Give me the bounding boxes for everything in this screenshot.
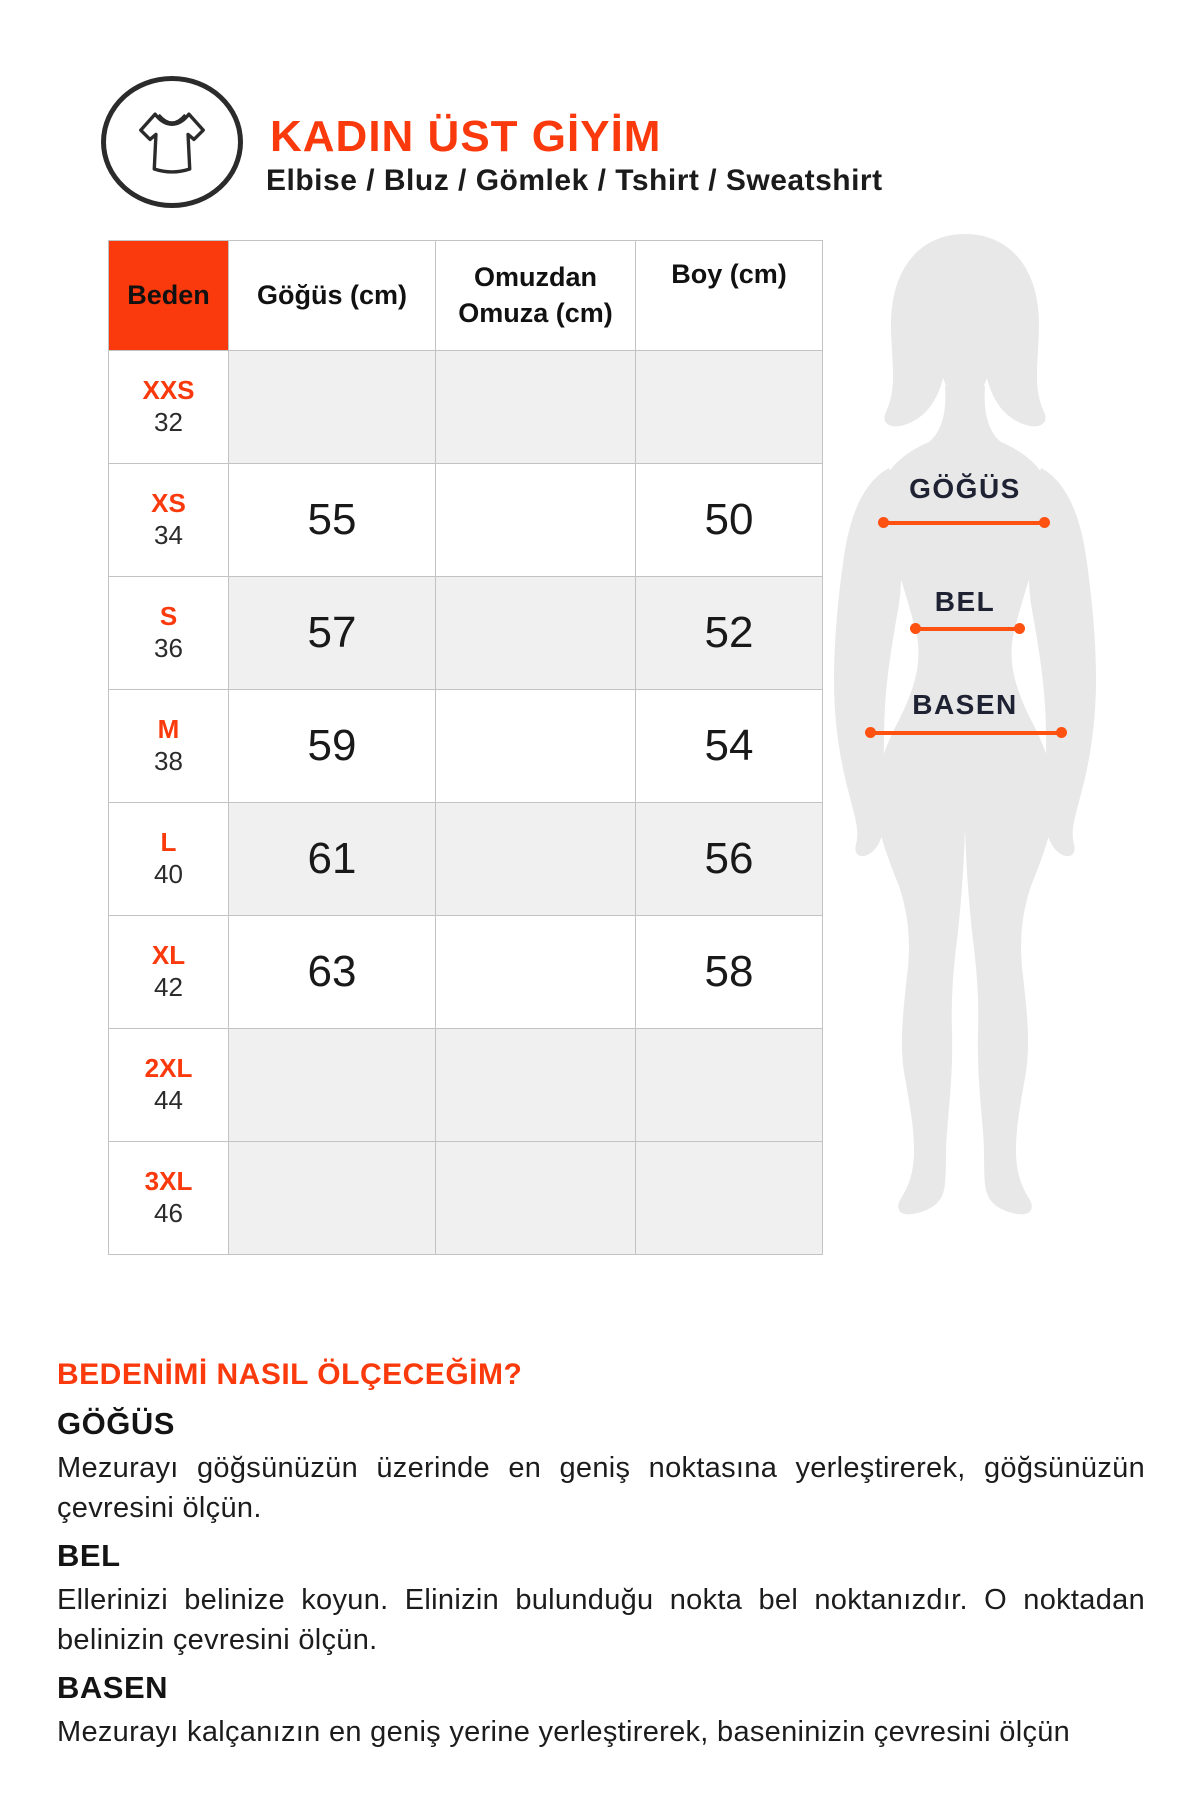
gogus-cell: 55 xyxy=(228,463,436,577)
omuz-cell xyxy=(435,802,636,916)
line-dot xyxy=(865,727,876,738)
column-header-omuz-line1: Omuzdan xyxy=(473,262,597,293)
line-dot xyxy=(1039,517,1050,528)
omuz-cell xyxy=(435,1141,636,1255)
gogus-cell: 61 xyxy=(228,802,436,916)
page-subtitle: Elbise / Bluz / Gömlek / Tshirt / Sweats… xyxy=(266,164,883,197)
size-cell: 3XL 46 xyxy=(108,1141,229,1255)
waist-measure-label: BEL xyxy=(934,586,996,617)
page-title: KADIN ÜST GİYİM xyxy=(270,112,662,161)
instruction-text-bel: Ellerinizi belinize koyun. Elinizin bulu… xyxy=(57,1584,1145,1657)
table-row-2xl: 2XL 44 xyxy=(108,1028,823,1142)
boy-cell: 50 xyxy=(635,463,823,577)
size-cell: XL 42 xyxy=(108,915,229,1029)
size-cell: S 36 xyxy=(108,576,229,690)
size-cell: L 40 xyxy=(108,802,229,916)
column-header-boy: Boy (cm) xyxy=(635,240,823,351)
table-row-m: M 38 59 54 xyxy=(108,689,823,803)
boy-cell xyxy=(635,1028,823,1142)
gogus-cell xyxy=(228,350,436,464)
instruction-text-basen: Mezurayı kalçanızın en geniş yerine yerl… xyxy=(57,1716,1071,1749)
tshirt-icon xyxy=(101,76,243,208)
size-table: Beden Göğüs (cm) Omuzdan Omuza (cm) Boy … xyxy=(108,240,823,1255)
line-dot xyxy=(878,517,889,528)
table-row-xs: XS 34 55 50 xyxy=(108,463,823,577)
gogus-cell xyxy=(228,1141,436,1255)
boy-cell: 56 xyxy=(635,802,823,916)
size-cell: XS 34 xyxy=(108,463,229,577)
omuz-cell xyxy=(435,350,636,464)
hip-measure-line xyxy=(865,727,1067,738)
instruction-title-basen: BASEN xyxy=(57,1670,169,1706)
gogus-cell xyxy=(228,1028,436,1142)
omuz-cell xyxy=(435,576,636,690)
line-dot xyxy=(1014,623,1025,634)
size-cell: XXS 32 xyxy=(108,350,229,464)
table-row-l: L 40 61 56 xyxy=(108,802,823,916)
size-table-header-row: Beden Göğüs (cm) Omuzdan Omuza (cm) Boy … xyxy=(108,240,823,351)
table-row-s: S 36 57 52 xyxy=(108,576,823,690)
omuz-cell xyxy=(435,689,636,803)
line-dot xyxy=(910,623,921,634)
instruction-title-bel: BEL xyxy=(57,1538,121,1574)
size-cell: M 38 xyxy=(108,689,229,803)
boy-cell: 54 xyxy=(635,689,823,803)
gogus-cell: 63 xyxy=(228,915,436,1029)
column-header-beden: Beden xyxy=(108,240,229,351)
column-header-gogus: Göğüs (cm) xyxy=(228,240,436,351)
waist-measure-line xyxy=(910,623,1025,634)
boy-cell: 52 xyxy=(635,576,823,690)
column-header-omuz-line2: Omuza (cm) xyxy=(458,297,613,328)
size-cell: 2XL 44 xyxy=(108,1028,229,1142)
chest-measure-line xyxy=(878,517,1050,528)
omuz-cell xyxy=(435,463,636,577)
table-row-xl: XL 42 63 58 xyxy=(108,915,823,1029)
boy-cell xyxy=(635,1141,823,1255)
table-row-xxs: XXS 32 xyxy=(108,350,823,464)
omuz-cell xyxy=(435,1028,636,1142)
hip-measure-label: BASEN xyxy=(912,689,1018,720)
gogus-cell: 57 xyxy=(228,576,436,690)
boy-cell xyxy=(635,350,823,464)
gogus-cell: 59 xyxy=(228,689,436,803)
tshirt-icon-glyph xyxy=(139,112,205,174)
column-header-omuzdan-omuza: Omuzdan Omuza (cm) xyxy=(435,240,636,351)
boy-cell: 58 xyxy=(635,915,823,1029)
measurement-instructions: BEDENİMİ NASIL ÖLÇECEĞİM? GÖĞÜS Mezurayı… xyxy=(57,1358,1145,1752)
table-row-3xl: 3XL 46 xyxy=(108,1141,823,1255)
instructions-heading: BEDENİMİ NASIL ÖLÇECEĞİM? xyxy=(57,1358,523,1391)
body-measurement-figure: GÖĞÜS BEL BASEN xyxy=(795,228,1135,1218)
line-dot xyxy=(1056,727,1067,738)
omuz-cell xyxy=(435,915,636,1029)
chest-measure-label: GÖĞÜS xyxy=(909,473,1021,504)
instruction-text-gogus: Mezurayı göğsünüzün üzerinde en geniş no… xyxy=(57,1452,1145,1525)
female-silhouette xyxy=(834,234,1096,1215)
instruction-title-gogus: GÖĞÜS xyxy=(57,1406,175,1441)
